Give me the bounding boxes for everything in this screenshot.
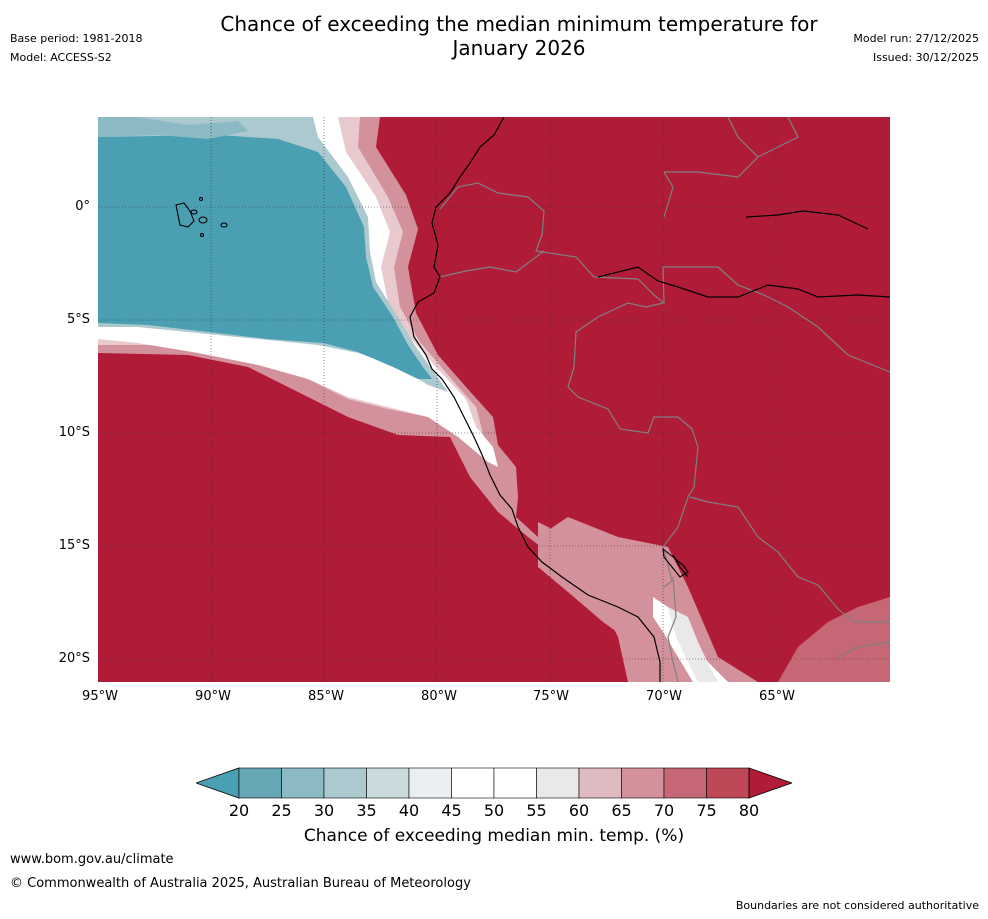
colorbar-tick-80: 80 bbox=[738, 801, 760, 820]
lat-label-10s: 10°S bbox=[58, 425, 90, 440]
issued-date: Issued: 30/12/2025 bbox=[872, 51, 979, 64]
model-run: Model run: 27/12/2025 bbox=[853, 32, 979, 45]
colorbar-tick-65: 65 bbox=[611, 801, 632, 820]
colorbar-under-arrow bbox=[196, 767, 240, 799]
colorbar-bin-60-65 bbox=[578, 767, 622, 799]
probability-map bbox=[98, 117, 890, 682]
coastal-pink-band-south bbox=[538, 522, 738, 682]
colorbar-bin-35-40 bbox=[366, 767, 410, 799]
lon-label-75w: 75°W bbox=[533, 689, 569, 704]
lon-label-70w: 70°W bbox=[646, 689, 682, 704]
galapagos-islands bbox=[175, 196, 228, 238]
atacama-neutral bbox=[668, 607, 718, 682]
lon-label-95w: 95°W bbox=[82, 689, 118, 704]
colorbar-bin-75-80 bbox=[706, 767, 750, 799]
colorbar-bin-55-60 bbox=[536, 767, 580, 799]
colorbar-label: Chance of exceeding median min. temp. (%… bbox=[303, 826, 685, 846]
southeast-pink-patch bbox=[778, 597, 890, 682]
colorbar-tick-50: 50 bbox=[483, 801, 505, 820]
colorbar-tick-75: 75 bbox=[696, 801, 717, 820]
colorbar-tick-40: 40 bbox=[398, 801, 420, 820]
graticule bbox=[98, 117, 890, 682]
colorbar-bin-45-50 bbox=[451, 767, 495, 799]
colorbar-bin-40-45 bbox=[408, 767, 452, 799]
colorbar-bin-50-55 bbox=[493, 767, 537, 799]
colorbar-bin-65-70 bbox=[621, 767, 665, 799]
low-probability-region bbox=[98, 135, 432, 379]
colorbar-tick-70: 70 bbox=[653, 801, 675, 820]
colorbar-tick-60: 60 bbox=[568, 801, 590, 820]
meta-left: Base period: 1981-2018 Model: ACCESS-S2 bbox=[10, 32, 142, 70]
lat-label-5s: 5°S bbox=[66, 312, 90, 327]
lake-titicaca bbox=[662, 547, 689, 578]
lat-label-0: 0° bbox=[75, 199, 90, 214]
footer-copyright: © Commonwealth of Australia 2025, Austra… bbox=[10, 876, 471, 891]
lon-label-85w: 85°W bbox=[308, 689, 344, 704]
colorbar-tick-30: 30 bbox=[313, 801, 335, 820]
title-line-1: Chance of exceeding the median minimum t… bbox=[220, 12, 818, 36]
lon-label-90w: 90°W bbox=[195, 689, 231, 704]
colorbar-bin-30-35 bbox=[323, 767, 367, 799]
colorbar-over-arrow bbox=[748, 767, 792, 799]
colorbar-tick-55: 55 bbox=[526, 801, 547, 820]
base-period: Base period: 1981-2018 bbox=[10, 32, 143, 45]
colorbar-bin-70-75 bbox=[663, 767, 707, 799]
colorbar-bin-25-30 bbox=[281, 767, 325, 799]
title-line-2: January 2026 bbox=[452, 36, 586, 60]
lat-label-20s: 20°S bbox=[58, 651, 90, 666]
colorbar-tick-20: 20 bbox=[228, 801, 250, 820]
lon-label-80w: 80°W bbox=[421, 689, 457, 704]
lon-label-65w: 65°W bbox=[759, 689, 795, 704]
colorbar-tick-35: 35 bbox=[356, 801, 377, 820]
colorbar-bin-20-25 bbox=[238, 767, 282, 799]
model-name: Model: ACCESS-S2 bbox=[10, 51, 112, 64]
coastline bbox=[409, 117, 890, 682]
lat-label-15s: 15°S bbox=[58, 538, 90, 553]
footer-url: www.bom.gov.au/climate bbox=[10, 852, 174, 867]
country-borders bbox=[439, 117, 890, 682]
colorbar-tick-45: 45 bbox=[441, 801, 462, 820]
colorbar bbox=[196, 767, 792, 799]
colorbar-tick-25: 25 bbox=[271, 801, 292, 820]
footer-disclaimer: Boundaries are not considered authoritat… bbox=[735, 899, 979, 912]
cool-patch-top-left bbox=[98, 117, 248, 139]
meta-right: Model run: 27/12/2025 Issued: 30/12/2025 bbox=[853, 32, 979, 70]
map-title: Chance of exceeding the median minimum t… bbox=[160, 12, 878, 60]
